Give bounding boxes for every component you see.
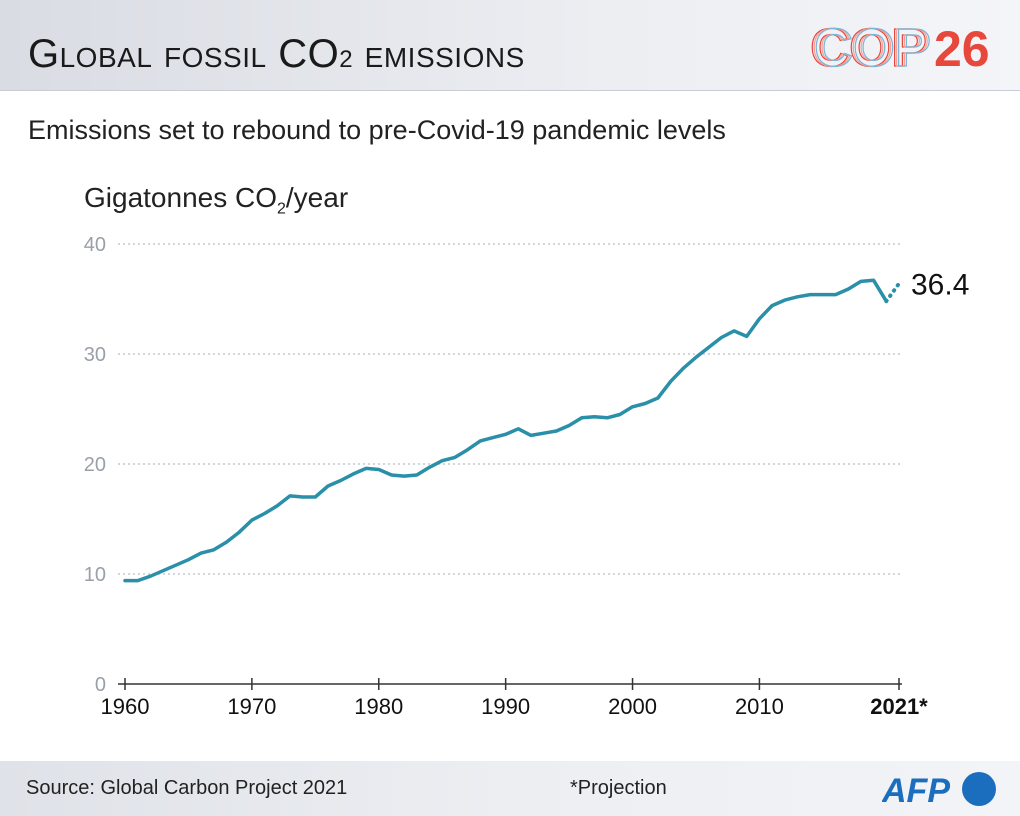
- header-banner: Global fossil CO2 emissions COP COP COP …: [0, 0, 1020, 91]
- afp-logo-text: AFP: [882, 772, 950, 809]
- emissions-line: [123, 278, 889, 583]
- cop-outline-text: COP COP COP: [809, 18, 931, 74]
- cop-number: 26: [934, 21, 990, 74]
- x-tick-label: 2010: [735, 694, 784, 719]
- y-tick-label: 0: [95, 674, 106, 696]
- afp-logo-circle: [962, 772, 996, 806]
- y-tick-label: 10: [84, 564, 106, 586]
- y-tick-label: 20: [84, 454, 106, 476]
- footer-banner: Source: Global Carbon Project 2021 *Proj…: [0, 761, 1020, 816]
- emissions-line-chart: 0 10 20 30 40 1960 1970 1980 1990 2000 2010 2021* 3…: [84, 234, 970, 719]
- label-layer: 36.4: [911, 269, 969, 302]
- x-tick-label: 2000: [608, 694, 657, 719]
- x-tick-label: 1980: [354, 694, 403, 719]
- series-layer: [123, 278, 901, 583]
- svg-text:COP: COP: [810, 18, 927, 74]
- page-title: Global fossil CO2 emissions: [28, 32, 525, 82]
- y-tick-label: 30: [84, 344, 106, 366]
- title-end: emissions: [353, 32, 525, 76]
- x-tick-label: 1960: [101, 694, 150, 719]
- end-value-label: 36.4: [911, 269, 969, 302]
- cop26-logo: COP COP COP 26: [809, 18, 990, 74]
- projection-line: [884, 281, 901, 304]
- x-tick-label: 1970: [227, 694, 276, 719]
- afp-logo: AFP: [882, 772, 996, 809]
- y-axis-label-main: Gigatonnes CO: [84, 182, 277, 213]
- projection-note: *Projection: [570, 777, 667, 799]
- y-axis-label: Gigatonnes CO2/year: [84, 182, 348, 219]
- title-subscript: 2: [339, 46, 354, 73]
- svg-text:COP: COP: [812, 18, 929, 74]
- x-tick-label: 1990: [481, 694, 530, 719]
- x-tick-label: 2021*: [870, 694, 928, 719]
- y-axis-label-subscript: 2: [277, 200, 286, 218]
- source-note: Source: Global Carbon Project 2021: [26, 777, 348, 799]
- svg-text:COP: COP: [814, 18, 931, 74]
- chart-subtitle: Emissions set to rebound to pre-Covid-19…: [28, 115, 726, 145]
- y-axis-label-end: /year: [285, 182, 349, 213]
- title-main: Global fossil CO: [28, 32, 340, 76]
- y-tick-label: 40: [84, 234, 106, 256]
- grid-layer: [118, 243, 902, 575]
- axis-layer: 0 10 20 30 40 1960 1970 1980 1990 2000 2010 2021*: [84, 234, 928, 719]
